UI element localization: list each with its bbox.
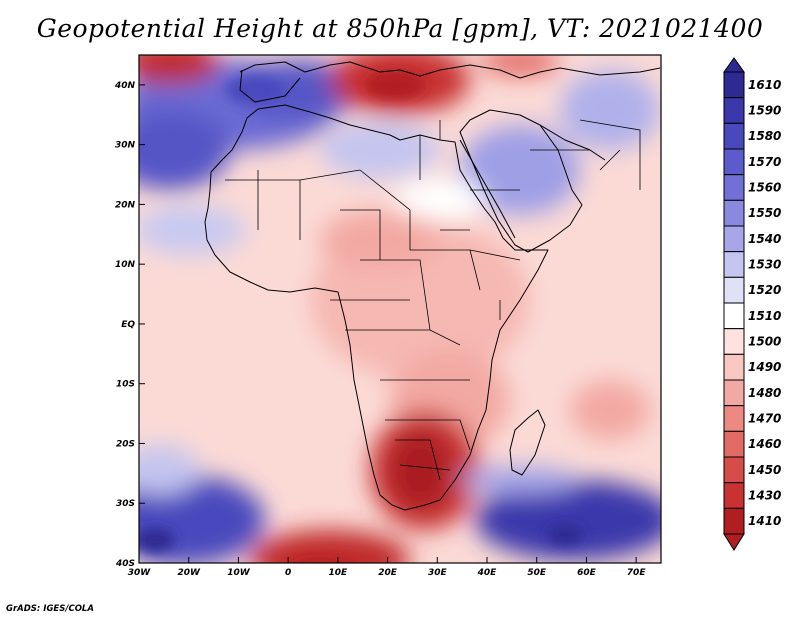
colorbar-label: 1550 [748,206,781,220]
colorbar-label: 1510 [748,309,781,323]
colorbar-label: 1560 [748,181,781,195]
colorbar-top-arrow [723,57,745,73]
colorbar-label: 1450 [748,463,781,477]
x-tick-label: 50E [527,568,547,578]
colorbar-swatch [723,353,745,381]
colorbar-swatch [723,251,745,278]
y-tick-label: 20S [116,439,135,449]
colorbar-label: 1490 [748,360,781,374]
colorbar-bottom-arrow [723,533,745,551]
red-sea [459,139,516,239]
colorbar-swatch [723,456,745,484]
colorbar-label: 1520 [748,283,781,297]
colorbar-swatch [723,71,745,99]
colorbar-swatch [723,97,745,124]
y-tick-label: EQ [121,320,135,330]
x-tick-label: 70E [627,568,647,578]
colorbar-label: 1540 [748,232,781,246]
y-tick-label: 20N [115,200,136,210]
colorbar-label: 1590 [748,104,781,118]
colorbar-swatch [723,148,745,176]
coastlines [204,61,661,511]
colorbar-swatch [723,430,745,458]
y-tick-label: 40S [115,559,135,569]
colorbar-swatch [723,174,745,201]
colorbar-label: 1410 [748,514,781,528]
colorbar-swatch [723,405,745,432]
x-axis: 30W 20W 10W 0 10E 20E 30E 40E 50E 60E 70E [128,557,647,578]
y-tick-label: 40N [114,81,136,91]
colorbar-swatch [723,482,745,509]
colorbar-swatch [723,276,745,304]
x-tick-label: 10E [329,568,349,578]
colorbar-label: 1610 [748,78,781,92]
x-tick-label: 40E [477,568,498,578]
x-tick-label: 10W [227,568,251,578]
x-tick-label: 20E [378,568,398,578]
plot-frame [138,54,662,564]
colorbar-label: 1430 [748,489,781,503]
colorbar-swatch [723,122,745,150]
colorbar-label: 1470 [748,412,781,426]
x-tick-label: 30W [128,568,152,578]
colorbar-swatch [723,225,745,253]
y-tick-label: 30S [116,499,135,509]
persian-gulf [539,124,606,161]
y-tick-label: 30N [115,141,136,151]
colorbar-swatch [723,379,745,407]
height-field [139,55,661,563]
x-tick-label: 60E [577,568,597,578]
colorbar-label: 1570 [748,155,781,169]
country-borders [225,119,641,481]
colorbar-swatch [723,507,745,535]
colorbar-label: 1530 [748,258,781,272]
colorbar-label: 1580 [748,129,781,143]
colorbar-swatch [723,199,745,227]
colorbar: 1610 1590 1580 1570 1560 1550 1540 1530 1520 1510… [723,57,781,551]
colorbar-swatch [723,302,745,330]
x-tick-label: 0 [285,568,291,578]
madagascar-coastline [509,409,546,476]
colorbar-swatch [723,328,745,355]
grads-credit: GrADS: IGES/COLA [6,604,94,614]
x-tick-label: 20W [177,568,201,578]
y-tick-label: 10S [116,380,135,390]
colorbar-label: 1500 [748,335,781,349]
iberia-coastline [239,69,301,103]
colorbar-label: 1480 [748,386,781,400]
europe-coastline [239,61,661,79]
arabia-coastline [459,109,583,253]
colorbar-label: 1460 [748,437,781,451]
x-tick-label: 30E [428,568,448,578]
y-axis: 40N 30N 20N 10N EQ 10S 20S 30S 40S [114,81,145,569]
y-tick-label: 10N [115,260,136,270]
map-title: Geopotential Height at 850hPa [gpm], VT:… [36,14,764,43]
